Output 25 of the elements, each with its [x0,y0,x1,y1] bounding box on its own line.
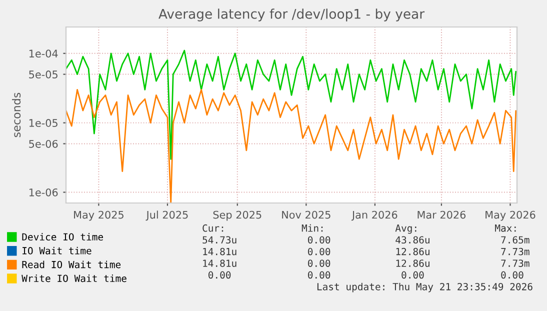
y-tick-label: 1e-06 [29,188,58,196]
x-tick-label: Nov 2025 [282,210,330,219]
legend-label: Read IO Wait time [22,260,121,268]
text: 54.73u 0.00 43.86u 7.65m [202,236,530,244]
x-tick-label: Jul 2025 [146,210,188,221]
y-tick-label: 5e-06 [29,140,58,148]
chart-title: Average latency for /dev/loop1 - by year [158,8,425,22]
y-tick-label: 1e-04 [29,50,58,58]
legend-label: IO Wait time [22,246,92,254]
text: 14.81u 0.00 12.86u 7.73m [203,248,530,256]
x-tick-label: Jan 2026 [351,210,398,221]
x-tick-label: Sep 2025 [213,210,262,221]
y-tick-label: 1e-05 [29,119,58,127]
text: 14.81u 0.00 12.86u 7.73m [203,260,530,267]
x-tick-label: May 2025 [74,210,124,221]
text: Cur: Min: Avg: Max: [202,224,516,234]
y-tick-label: 5e-05 [29,70,58,78]
x-tick-label: May 2026 [486,210,536,221]
x-tick-label: Mar 2026 [418,210,466,219]
y-axis-title: seconds [12,92,21,138]
text: Last update: Thu May 21 23:35:49 2026 [317,282,532,292]
text: 0.00 0.00 0.00 0.00 [208,271,524,279]
line-series [66,50,517,160]
legend-label: Device IO time [22,233,103,241]
legend-label: Write IO Wait time [22,274,126,282]
